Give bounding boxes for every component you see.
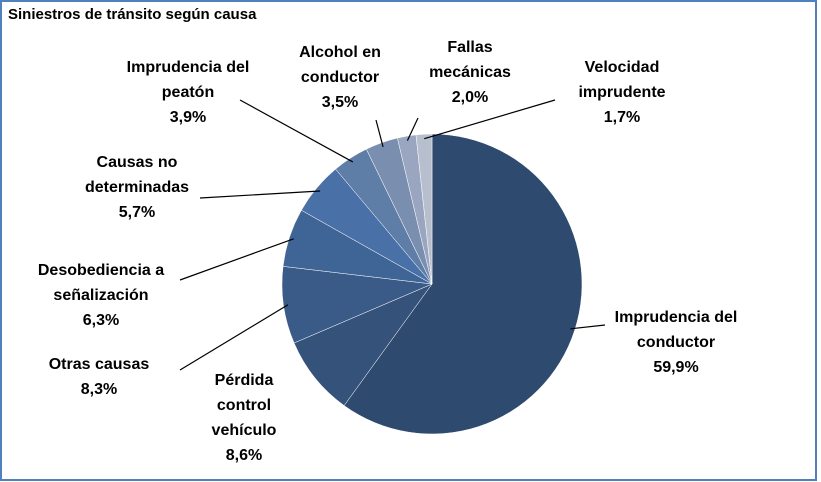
category-label: Pérdida control vehículo (211, 372, 277, 439)
value-label: 3,5% (321, 94, 359, 111)
value-label: 3,9% (169, 109, 207, 126)
data-label: Desobediencia a señalización 6,3% (26, 258, 176, 333)
data-label: Otras causas 8,3% (24, 352, 174, 402)
leader-line (179, 304, 289, 371)
leader-line (406, 117, 419, 141)
leader-line (179, 238, 294, 281)
category-label: Desobediencia a señalización (37, 262, 165, 304)
data-label: Fallas mecánicas 2,0% (415, 35, 525, 110)
category-label: Velocidad imprudente (578, 59, 666, 101)
category-label: Fallas mecánicas (429, 39, 511, 81)
value-label: 6,3% (82, 312, 120, 329)
leader-line (375, 119, 384, 148)
leader-line (570, 324, 606, 330)
leader-line (199, 190, 321, 199)
data-label: Alcohol en conductor 3,5% (280, 40, 400, 115)
value-label: 2,0% (451, 89, 489, 106)
category-label: Otras causas (48, 356, 150, 373)
data-label: Imprudencia del conductor 59,9% (601, 305, 751, 380)
value-label: 8,3% (80, 381, 118, 398)
category-label: Alcohol en conductor (299, 44, 381, 86)
pie-slice (343, 133, 583, 435)
data-label: Velocidad imprudente 1,7% (557, 55, 687, 130)
leader-line (239, 99, 354, 163)
category-label: Imprudencia del conductor (614, 309, 738, 351)
value-label: 59,9% (653, 359, 699, 376)
category-label: Imprudencia del peatón (126, 59, 250, 101)
value-label: 8,6% (225, 447, 263, 464)
value-label: 1,7% (603, 109, 641, 126)
data-label: Causas no determinadas 5,7% (62, 150, 212, 225)
pie-slice (415, 133, 433, 285)
value-label: 5,7% (118, 204, 156, 221)
data-label: Pérdida control vehículo 8,6% (189, 368, 299, 468)
leader-line (424, 99, 556, 140)
category-label: Causas no determinadas (84, 154, 190, 196)
chart-title: Siniestros de tránsito según causa (8, 6, 257, 23)
data-label: Imprudencia del peatón 3,9% (113, 55, 263, 130)
